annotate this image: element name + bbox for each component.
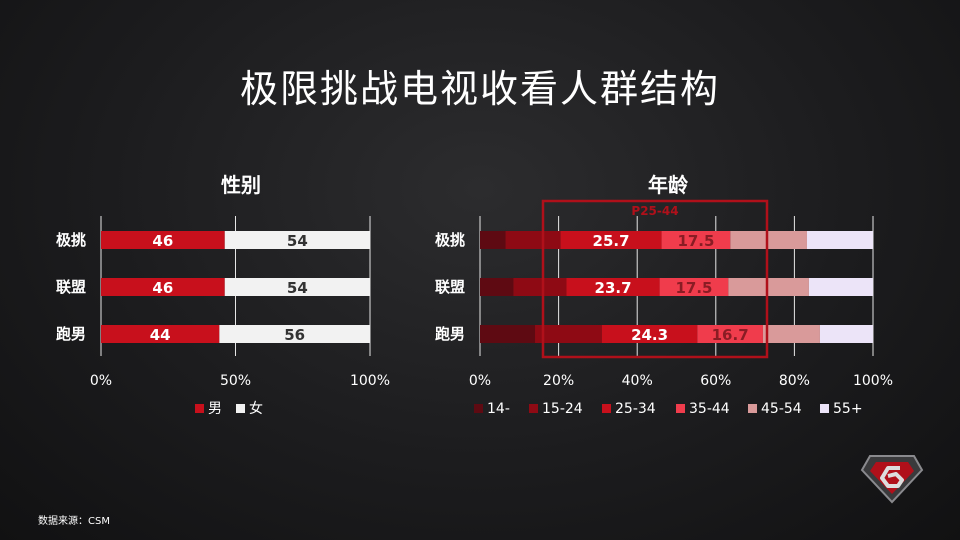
bar-segment	[101, 278, 225, 296]
bar-segment	[480, 278, 514, 296]
chart-title: 性别	[221, 173, 261, 197]
data-label: 25.7	[593, 232, 630, 250]
x-tick-label: 0%	[469, 373, 491, 389]
show-logo-icon	[860, 455, 924, 504]
legend-swatch	[474, 404, 483, 413]
legend-label: 35-44	[689, 401, 730, 417]
bar-segment	[219, 325, 370, 343]
bar-segment	[560, 231, 662, 249]
bar-segment	[224, 278, 370, 296]
data-label: 24.3	[631, 326, 668, 344]
bar-segment	[505, 231, 561, 249]
bar-segment	[480, 325, 536, 343]
legend-swatch	[676, 404, 685, 413]
bar-segment	[601, 325, 698, 343]
category-label: 跑男	[56, 325, 86, 343]
data-label: 46	[152, 279, 173, 297]
legend-swatch	[529, 404, 538, 413]
legend-swatch	[748, 404, 757, 413]
data-label: 44	[150, 326, 171, 344]
bar-segment	[697, 325, 763, 343]
highlight-label: P25-44	[631, 204, 678, 218]
data-label: 54	[287, 279, 308, 297]
bar-segment	[762, 325, 820, 343]
legend-label: 45-54	[761, 401, 802, 417]
bar-segment	[101, 325, 220, 343]
data-label: 56	[284, 326, 305, 344]
x-tick-label: 80%	[779, 373, 810, 389]
page-title: 极限挑战电视收看人群结构	[239, 67, 720, 111]
data-label: 16.7	[712, 326, 749, 344]
bar-segment	[513, 278, 567, 296]
legend-label: 女	[249, 400, 263, 417]
legend-swatch	[602, 404, 611, 413]
legend-label: 25-34	[615, 401, 656, 417]
category-label: 联盟	[56, 278, 86, 296]
x-tick-label: 100%	[853, 373, 893, 389]
bar-segment	[566, 278, 660, 296]
bar-segment	[535, 325, 602, 343]
bar-segment	[728, 278, 809, 296]
legend-label: 14-	[487, 401, 510, 417]
category-label: 极挑	[56, 231, 86, 249]
x-tick-label: 100%	[350, 373, 390, 389]
legend-label: 15-24	[542, 401, 583, 417]
bar-segment	[730, 231, 807, 249]
data-label: 17.5	[675, 279, 712, 297]
bar-segment	[224, 231, 370, 249]
legend-label: 55+	[833, 401, 863, 417]
x-tick-label: 20%	[543, 373, 574, 389]
x-tick-label: 40%	[622, 373, 653, 389]
x-tick-label: 50%	[220, 373, 251, 389]
data-label: 17.5	[677, 232, 714, 250]
category-label: 联盟	[435, 278, 465, 296]
x-tick-label: 0%	[90, 373, 112, 389]
bar-segment	[480, 231, 506, 249]
data-source-note: 数据来源：CSM	[38, 516, 110, 527]
data-label: 46	[152, 232, 173, 250]
chart-title: 年龄	[648, 173, 689, 197]
x-tick-label: 60%	[700, 373, 731, 389]
bar-segment	[819, 325, 873, 343]
bar-segment	[808, 278, 873, 296]
legend-swatch	[236, 404, 245, 413]
legend-swatch	[195, 404, 204, 413]
highlight-box	[541, 199, 769, 359]
category-label: 跑男	[435, 325, 465, 343]
legend-label: 男	[208, 401, 222, 417]
bar-segment	[659, 278, 729, 296]
data-label: 23.7	[595, 279, 632, 297]
category-label: 极挑	[435, 231, 465, 249]
data-label: 54	[287, 232, 308, 250]
bar-segment	[101, 231, 225, 249]
bar-segment	[806, 231, 873, 249]
legend-swatch	[820, 404, 829, 413]
bar-segment	[661, 231, 731, 249]
